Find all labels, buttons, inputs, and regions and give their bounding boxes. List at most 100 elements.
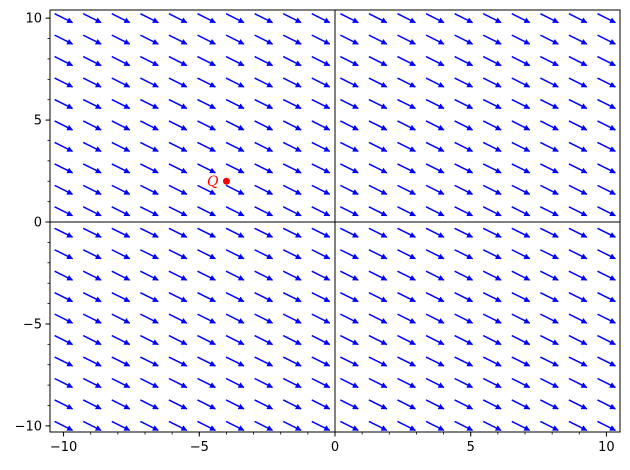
field-arrow bbox=[540, 13, 559, 24]
field-arrow bbox=[597, 227, 616, 238]
field-arrow bbox=[454, 249, 474, 260]
field-arrow bbox=[197, 77, 216, 88]
field-arrow bbox=[111, 291, 131, 303]
field-arrow bbox=[568, 141, 588, 153]
field-arrow bbox=[254, 120, 274, 131]
field-arrow bbox=[282, 77, 302, 88]
field-arrow bbox=[568, 227, 588, 238]
field-arrow bbox=[368, 420, 388, 432]
field-arrow bbox=[425, 420, 445, 432]
field-arrow bbox=[168, 291, 188, 303]
field-arrow bbox=[282, 399, 302, 410]
field-arrow bbox=[282, 13, 302, 24]
field-arrow bbox=[111, 98, 131, 110]
field-arrow bbox=[340, 34, 359, 45]
field-arrow bbox=[140, 420, 159, 432]
field-arrow bbox=[82, 98, 102, 110]
field-arrow bbox=[340, 270, 359, 281]
y-tick-label: −10 bbox=[15, 419, 42, 434]
field-arrow bbox=[597, 313, 616, 324]
field-arrow bbox=[140, 313, 159, 324]
field-arrow bbox=[311, 420, 331, 432]
field-arrow bbox=[597, 77, 616, 88]
field-arrow bbox=[511, 206, 531, 217]
field-arrow bbox=[140, 120, 159, 131]
field-arrow bbox=[311, 270, 331, 281]
field-arrow bbox=[597, 206, 616, 217]
field-arrow bbox=[340, 77, 359, 88]
field-arrow bbox=[225, 163, 245, 174]
field-arrow bbox=[140, 377, 159, 389]
field-arrow bbox=[197, 420, 216, 432]
field-arrow bbox=[254, 77, 274, 88]
field-arrow bbox=[168, 77, 188, 88]
field-arrow bbox=[540, 120, 559, 131]
field-arrow bbox=[454, 399, 474, 410]
field-arrow bbox=[82, 313, 102, 324]
field-arrow bbox=[225, 120, 245, 131]
field-arrow bbox=[54, 291, 74, 303]
field-arrow bbox=[82, 206, 102, 217]
field-arrow bbox=[140, 77, 159, 88]
field-arrow bbox=[282, 291, 302, 303]
y-tick-label: 0 bbox=[34, 216, 42, 231]
field-arrow bbox=[482, 98, 502, 110]
field-arrow bbox=[168, 55, 188, 67]
field-arrow bbox=[140, 291, 159, 303]
field-arrow bbox=[368, 206, 388, 217]
field-arrow bbox=[197, 227, 216, 238]
highlighted-point: Q bbox=[207, 174, 230, 190]
field-arrow bbox=[140, 270, 159, 281]
field-arrow bbox=[454, 77, 474, 88]
field-arrow bbox=[482, 13, 502, 24]
field-arrow bbox=[397, 77, 416, 88]
field-arrow bbox=[397, 377, 416, 389]
field-arrow bbox=[397, 313, 416, 324]
field-arrow bbox=[168, 120, 188, 131]
field-arrow bbox=[568, 334, 588, 346]
field-arrow bbox=[197, 377, 216, 389]
field-arrow bbox=[140, 13, 159, 24]
field-arrow bbox=[140, 55, 159, 67]
field-arrow bbox=[511, 313, 531, 324]
field-arrow bbox=[397, 249, 416, 260]
field-arrow bbox=[111, 249, 131, 260]
field-arrow bbox=[197, 120, 216, 131]
y-tick-label: 10 bbox=[25, 12, 42, 27]
field-arrow bbox=[54, 13, 74, 24]
field-arrow bbox=[197, 206, 216, 217]
field-arrow bbox=[111, 206, 131, 217]
field-arrow bbox=[168, 206, 188, 217]
field-arrow bbox=[340, 55, 359, 67]
field-arrow bbox=[540, 77, 559, 88]
field-arrow bbox=[425, 227, 445, 238]
field-arrow bbox=[54, 313, 74, 324]
field-arrow bbox=[111, 270, 131, 281]
x-tick-label: 10 bbox=[598, 440, 615, 455]
field-arrow bbox=[540, 334, 559, 346]
field-arrow bbox=[597, 184, 616, 195]
field-arrow bbox=[397, 399, 416, 410]
field-arrow bbox=[368, 141, 388, 153]
field-arrow bbox=[368, 313, 388, 324]
field-arrow bbox=[111, 141, 131, 153]
field-arrow bbox=[282, 313, 302, 324]
field-arrow bbox=[168, 356, 188, 367]
field-arrow bbox=[511, 120, 531, 131]
field-arrow bbox=[368, 184, 388, 195]
field-arrow bbox=[540, 356, 559, 367]
field-arrow bbox=[140, 34, 159, 45]
field-arrow bbox=[511, 141, 531, 153]
field-arrow bbox=[82, 377, 102, 389]
field-arrow bbox=[482, 163, 502, 174]
field-arrow bbox=[311, 163, 331, 174]
field-arrow bbox=[454, 34, 474, 45]
y-tick-label: −5 bbox=[23, 317, 42, 332]
field-arrow bbox=[140, 399, 159, 410]
field-arrow bbox=[425, 163, 445, 174]
field-arrow bbox=[397, 120, 416, 131]
field-arrow bbox=[597, 120, 616, 131]
field-arrow bbox=[368, 120, 388, 131]
field-arrow bbox=[340, 313, 359, 324]
field-arrow bbox=[82, 291, 102, 303]
